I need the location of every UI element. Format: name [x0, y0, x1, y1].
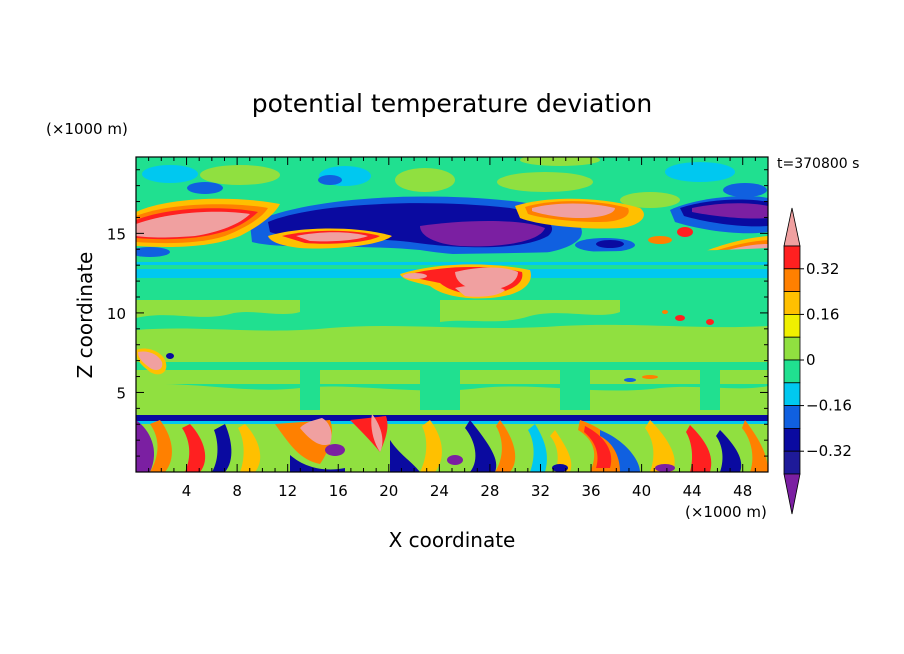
y-tick-label: 10: [107, 305, 126, 323]
x-unit-label: (×1000 m): [685, 503, 767, 521]
x-tick-label: 28: [480, 482, 499, 500]
chart-title: potential temperature deviation: [252, 89, 652, 118]
x-tick-label: 24: [430, 482, 449, 500]
y-axis: 5 10 15: [107, 169, 768, 457]
colorbar-label: 0.16: [806, 305, 839, 323]
colorbar-segment: [783, 405, 801, 429]
colorbar-segment: [783, 382, 801, 406]
x-tick-label: 32: [531, 482, 550, 500]
colorbar-segment: [783, 268, 801, 292]
colorbar-segment: [783, 291, 801, 315]
colorbar-max-triangle: [783, 207, 801, 247]
x-tick-label: 40: [632, 482, 651, 500]
cold-tongue: [136, 196, 768, 257]
x-tick-label: 44: [683, 482, 702, 500]
colorbar-segment: [783, 427, 801, 452]
y-unit-label: (×1000 m): [46, 120, 128, 138]
contour-field: [136, 157, 768, 472]
y-axis-label: Z coordinate: [73, 252, 97, 379]
x-tick-label: 8: [232, 482, 242, 500]
boundary-layer: [136, 414, 768, 472]
mid-troposphere: [136, 300, 768, 418]
y-tick-label: 15: [107, 225, 126, 243]
colorbar-min-triangle: [783, 473, 801, 515]
x-tick-label: 20: [379, 482, 398, 500]
time-label: t=370800 s: [777, 156, 859, 172]
x-tick-label: 16: [329, 482, 348, 500]
colorbar-label: 0.32: [806, 260, 839, 278]
x-tick-label: 36: [581, 482, 600, 500]
x-tick-label: 12: [278, 482, 297, 500]
x-axis-label: X coordinate: [389, 528, 516, 552]
colorbar-segment: [783, 359, 801, 384]
warm-blob-center: [400, 264, 531, 299]
x-tick-label: 4: [182, 482, 192, 500]
colorbar-segment: [783, 336, 801, 361]
colorbar-label: −0.32: [806, 442, 852, 460]
colorbar-segment: [783, 450, 801, 475]
y-tick-label: 5: [116, 384, 126, 402]
x-axis: 4 8 12 16 20 24 28 32 36 40 44 48: [148, 157, 756, 500]
colorbar-label: −0.16: [806, 397, 852, 415]
top-region: [136, 157, 768, 208]
colorbar-label: 0: [806, 351, 816, 369]
colorbar-segment: [783, 245, 801, 270]
x-tick-label: 48: [733, 482, 752, 500]
colorbar: 0.32 0.16 0 −0.16 −0.32: [783, 207, 852, 515]
colorbar-segment: [783, 313, 801, 338]
